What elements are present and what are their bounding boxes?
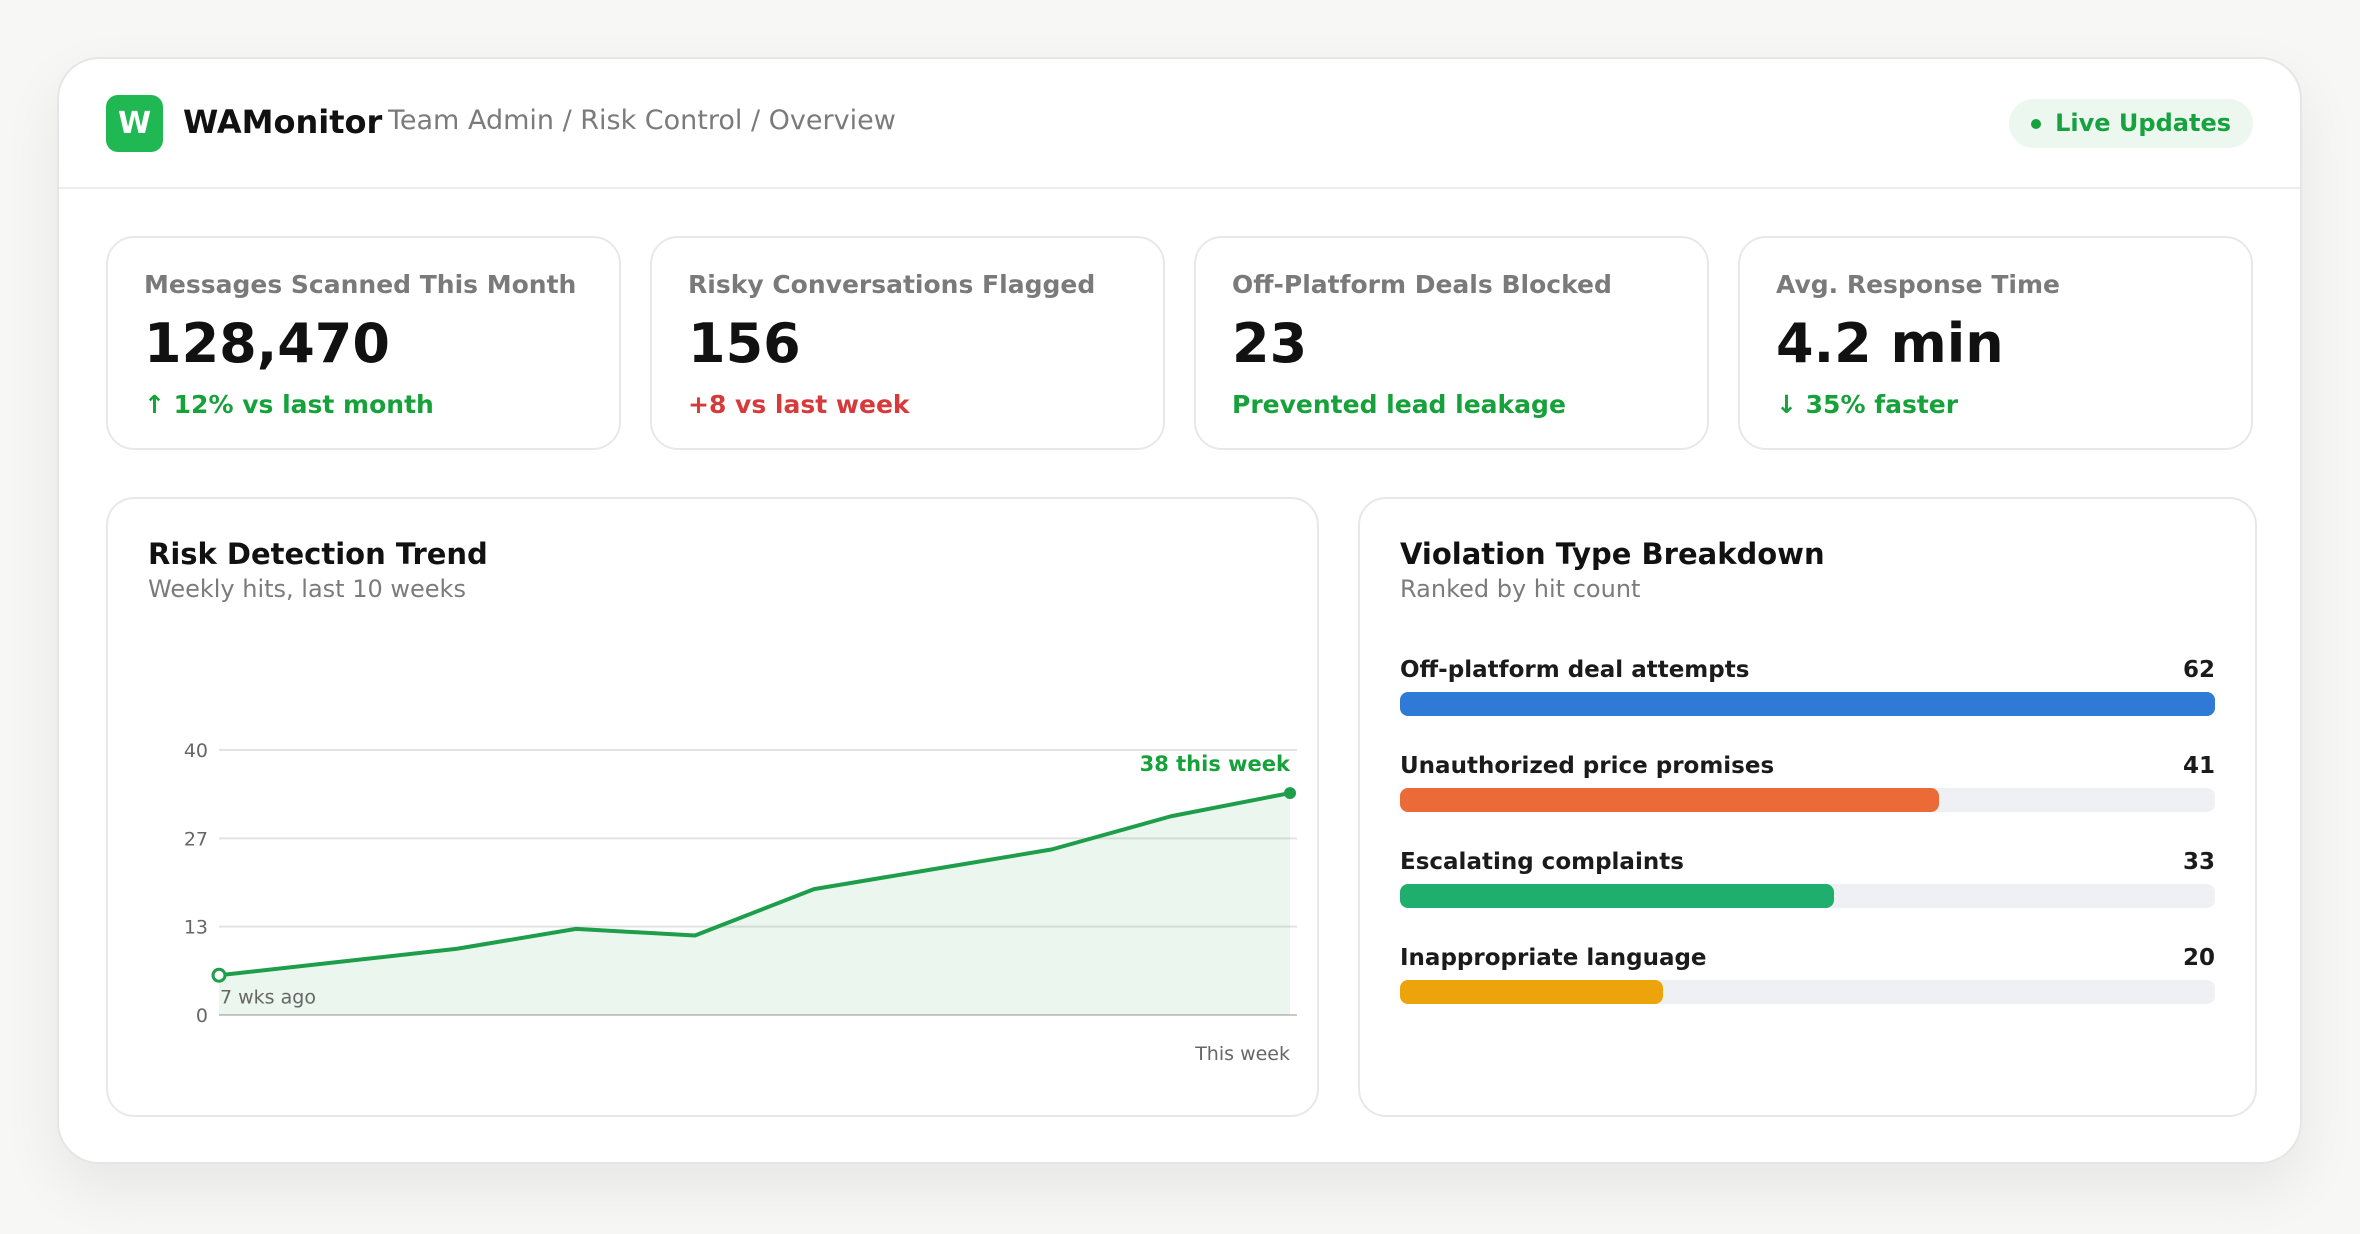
bar-fill xyxy=(1400,692,2215,716)
stat-card-risky-conversations[interactable]: Risky Conversations Flagged 156 +8 vs la… xyxy=(650,236,1165,450)
violation-bar-row[interactable]: Inappropriate language 20 xyxy=(1400,945,2215,1005)
dashboard-window: W WAMonitor Team Admin / Risk Control / … xyxy=(57,57,2302,1164)
y-tick-label: 13 xyxy=(184,917,208,939)
live-updates-badge[interactable]: Live Updates xyxy=(2009,99,2253,148)
bar-value: 33 xyxy=(2182,849,2215,875)
bar-fill xyxy=(1400,884,1834,908)
bar-label: Off-platform deal attempts xyxy=(1400,657,1750,683)
app-name[interactable]: WAMonitor xyxy=(183,103,383,141)
stat-value: 128,470 xyxy=(144,312,390,375)
x-tick-label-first: 7 wks ago xyxy=(220,986,316,1008)
stat-value: 4.2 min xyxy=(1776,312,2004,375)
trend-chart[interactable]: 0 13 27 40 38 this week 7 wks ago This week xyxy=(108,499,1321,1119)
bar-value: 62 xyxy=(2182,657,2215,683)
y-tick-label: 27 xyxy=(184,828,208,850)
stat-delta: +8 vs last week xyxy=(688,390,910,419)
live-updates-label: Live Updates xyxy=(2055,109,2231,137)
bar-track xyxy=(1400,980,2215,1004)
stat-card-response-time[interactable]: Avg. Response Time 4.2 min ↓ 35% faster xyxy=(1738,236,2253,450)
panel-subtitle: Ranked by hit count xyxy=(1400,575,1641,603)
stat-delta: ↓ 35% faster xyxy=(1776,390,1959,419)
data-point-last xyxy=(1284,787,1296,800)
x-tick-label-last: This week xyxy=(1194,1043,1290,1065)
trend-area xyxy=(219,793,1290,1015)
stat-label: Off-Platform Deals Blocked xyxy=(1232,270,1612,299)
trend-line xyxy=(218,791,1291,978)
bar-value: 41 xyxy=(2182,753,2215,779)
violation-bar-row[interactable]: Escalating complaints 33 xyxy=(1400,849,2215,909)
stat-card-messages-scanned[interactable]: Messages Scanned This Month 128,470 ↑ 12… xyxy=(106,236,621,450)
bar-label: Unauthorized price promises xyxy=(1400,753,1775,779)
stat-label: Risky Conversations Flagged xyxy=(688,270,1096,299)
panel-title: Violation Type Breakdown xyxy=(1400,537,1825,571)
bar-value: 20 xyxy=(2182,945,2215,971)
live-dot-icon xyxy=(2031,119,2042,129)
bar-fill xyxy=(1400,980,1663,1004)
y-tick-label: 40 xyxy=(184,740,208,762)
bar-label: Escalating complaints xyxy=(1400,849,1684,875)
stat-delta: Prevented lead leakage xyxy=(1232,390,1566,419)
violation-bar-row[interactable]: Off-platform deal attempts 62 xyxy=(1400,657,2215,717)
bar-label: Inappropriate language xyxy=(1400,945,1707,971)
stat-card-deals-blocked[interactable]: Off-Platform Deals Blocked 23 Prevented … xyxy=(1194,236,1709,450)
bar-fill xyxy=(1400,788,1939,812)
risk-trend-panel: Risk Detection Trend Weekly hits, last 1… xyxy=(106,497,1319,1117)
violation-breakdown-panel: Violation Type Breakdown Ranked by hit c… xyxy=(1358,497,2257,1117)
top-header: W WAMonitor Team Admin / Risk Control / … xyxy=(59,59,2300,189)
panel-title: Risk Detection Trend xyxy=(148,537,488,571)
y-tick-label: 0 xyxy=(196,1005,208,1027)
trend-annotation: 38 this week xyxy=(1140,752,1291,776)
app-logo[interactable]: W xyxy=(106,95,163,152)
bar-track xyxy=(1400,884,2215,908)
panel-subtitle: Weekly hits, last 10 weeks xyxy=(148,575,466,603)
bar-track xyxy=(1400,692,2215,716)
stat-label: Avg. Response Time xyxy=(1776,270,2060,299)
breadcrumb[interactable]: Team Admin / Risk Control / Overview xyxy=(388,105,896,136)
stat-value: 156 xyxy=(688,312,801,375)
stat-delta: ↑ 12% vs last month xyxy=(144,390,434,419)
stat-label: Messages Scanned This Month xyxy=(144,270,577,299)
bar-track xyxy=(1400,788,2215,812)
data-point-first xyxy=(211,967,227,983)
violation-bar-row[interactable]: Unauthorized price promises 41 xyxy=(1400,753,2215,813)
stat-value: 23 xyxy=(1232,312,1308,375)
